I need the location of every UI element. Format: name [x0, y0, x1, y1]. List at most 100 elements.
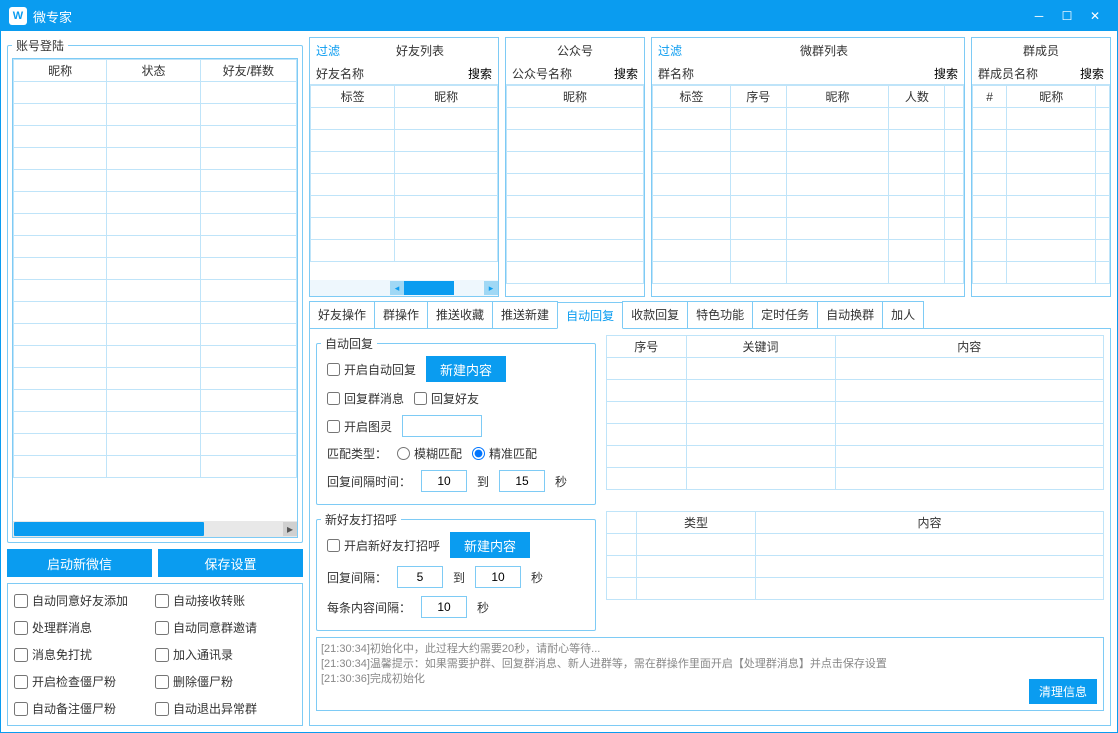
keyword-table-wrap: 序号 关键词 内容: [606, 335, 1104, 505]
accounts-col-nick[interactable]: 昵称: [14, 60, 107, 82]
opt-auto-accept-transfer[interactable]: 自动接收转账: [155, 592, 296, 609]
accounts-col-count[interactable]: 好友/群数: [200, 60, 296, 82]
tab-5[interactable]: 收款回复: [622, 301, 688, 328]
friends-panel: 过滤 好友列表 好友名称 搜索 标签 昵称: [309, 37, 499, 297]
tab-1[interactable]: 群操作: [374, 301, 428, 328]
tab-content: 自动回复 开启自动回复 新建内容 回复群消息 回复好友 开启图灵: [309, 329, 1111, 726]
members-search-link[interactable]: 搜索: [1080, 65, 1104, 82]
greet-each-label: 每条内容间隔：: [327, 599, 411, 616]
official-col-nick[interactable]: 昵称: [507, 86, 644, 108]
reply-group-checkbox[interactable]: 回复群消息: [327, 390, 404, 407]
minimize-button[interactable]: ─: [1025, 6, 1053, 26]
opt-check-zombie[interactable]: 开启检查僵尸粉: [14, 673, 155, 690]
members-col-idx[interactable]: #: [973, 86, 1007, 108]
right-column: 过滤 好友列表 好友名称 搜索 标签 昵称: [309, 37, 1111, 726]
opt-delete-zombie[interactable]: 删除僵尸粉: [155, 673, 296, 690]
groups-col-tag[interactable]: 标签: [653, 86, 731, 108]
friends-col-tag[interactable]: 标签: [311, 86, 395, 108]
friends-name-label: 好友名称: [316, 65, 364, 82]
app-title: 微专家: [33, 7, 1025, 26]
groups-panel: 过滤 微群列表 群名称 搜索 标签 序号 昵称 人数: [651, 37, 965, 297]
maximize-button[interactable]: ☐: [1053, 6, 1081, 26]
close-button[interactable]: ✕: [1081, 6, 1109, 26]
official-name-label: 公众号名称: [512, 65, 572, 82]
friends-col-nick[interactable]: 昵称: [395, 86, 498, 108]
kw-col-content[interactable]: 内容: [835, 336, 1103, 358]
body: 账号登陆 昵称 状态 好友/群数: [1, 31, 1117, 732]
opt-auto-accept-group-invite[interactable]: 自动同意群邀请: [155, 619, 296, 636]
auto-reply-fieldset: 自动回复 开启自动回复 新建内容 回复群消息 回复好友 开启图灵: [316, 335, 596, 505]
greet-section: 新好友打招呼 开启新好友打招呼 新建内容 回复间隔： 到 秒: [316, 511, 1104, 631]
app-window: W 微专家 ─ ☐ ✕ 账号登陆 昵称 状态 好友/群数: [0, 0, 1118, 733]
reply-friend-checkbox[interactable]: 回复好友: [414, 390, 479, 407]
opt-auto-remark-zombie[interactable]: 自动备注僵尸粉: [14, 700, 155, 717]
greet-legend: 新好友打招呼: [321, 511, 401, 528]
friends-filter-link[interactable]: 过滤: [316, 42, 340, 59]
start-wechat-button[interactable]: 启动新微信: [7, 549, 152, 577]
enable-auto-reply-checkbox[interactable]: 开启自动回复: [327, 361, 416, 378]
greet-interval-from-input[interactable]: [397, 566, 443, 588]
scroll-thumb[interactable]: [404, 281, 454, 295]
tab-0[interactable]: 好友操作: [309, 301, 375, 328]
accounts-hscroll[interactable]: ▸: [13, 521, 297, 537]
scroll-thumb[interactable]: [14, 522, 204, 536]
options-panel: 自动同意好友添加 自动接收转账 处理群消息 自动同意群邀请 消息免打扰 加入通讯…: [7, 583, 303, 726]
friends-hscroll[interactable]: ◂ ▸: [310, 280, 498, 296]
opt-process-group-msg[interactable]: 处理群消息: [14, 619, 155, 636]
kw-col-seq[interactable]: 序号: [607, 336, 687, 358]
tabs-container: 好友操作群操作推送收藏推送新建自动回复收款回复特色功能定时任务自动换群加人 自动…: [309, 301, 1111, 726]
tab-8[interactable]: 自动换群: [817, 301, 883, 328]
opt-add-contacts[interactable]: 加入通讯录: [155, 646, 296, 663]
lists-row: 过滤 好友列表 好友名称 搜索 标签 昵称: [309, 37, 1111, 297]
accounts-table-wrap: 昵称 状态 好友/群数 ▸: [12, 58, 298, 538]
enable-greet-checkbox[interactable]: 开启新好友打招呼: [327, 537, 440, 554]
greet-col-type[interactable]: 类型: [636, 512, 755, 534]
groups-filter-link[interactable]: 过滤: [658, 42, 682, 59]
greet-interval-label: 回复间隔：: [327, 569, 387, 586]
tab-3[interactable]: 推送新建: [492, 301, 558, 328]
groups-col-count[interactable]: 人数: [889, 86, 945, 108]
accounts-col-status[interactable]: 状态: [107, 60, 200, 82]
tab-4[interactable]: 自动回复: [557, 302, 623, 329]
auto-reply-section: 自动回复 开启自动回复 新建内容 回复群消息 回复好友 开启图灵: [316, 335, 1104, 505]
new-content-button[interactable]: 新建内容: [426, 356, 506, 382]
accounts-fieldset: 账号登陆 昵称 状态 好友/群数: [7, 37, 303, 543]
groups-search-link[interactable]: 搜索: [934, 65, 958, 82]
opt-auto-accept-friend[interactable]: 自动同意好友添加: [14, 592, 155, 609]
tuling-input[interactable]: [402, 415, 482, 437]
clear-log-button[interactable]: 清理信息: [1029, 679, 1097, 704]
members-name-label: 群成员名称: [978, 65, 1038, 82]
greet-interval-to-input[interactable]: [475, 566, 521, 588]
reply-interval-to-input[interactable]: [499, 470, 545, 492]
members-title: 群成员: [978, 42, 1104, 59]
reply-interval-from-input[interactable]: [421, 470, 467, 492]
enable-tuling-checkbox[interactable]: 开启图灵: [327, 418, 392, 435]
save-settings-button[interactable]: 保存设置: [158, 549, 303, 577]
groups-col-seq[interactable]: 序号: [730, 86, 786, 108]
exact-match-radio[interactable]: 精准匹配: [472, 445, 537, 462]
tab-9[interactable]: 加人: [882, 301, 924, 328]
greet-table-wrap: 类型 内容: [606, 511, 1104, 631]
members-col-nick[interactable]: 昵称: [1007, 86, 1096, 108]
opt-no-disturb[interactable]: 消息免打扰: [14, 646, 155, 663]
keyword-table: 序号 关键词 内容: [606, 335, 1104, 490]
scroll-right-icon[interactable]: ▸: [484, 281, 498, 295]
tab-7[interactable]: 定时任务: [752, 301, 818, 328]
greet-each-input[interactable]: [421, 596, 467, 618]
greet-col-content[interactable]: 内容: [756, 512, 1104, 534]
fuzzy-match-radio[interactable]: 模糊匹配: [397, 445, 462, 462]
greet-new-content-button[interactable]: 新建内容: [450, 532, 530, 558]
groups-col-nick[interactable]: 昵称: [786, 86, 889, 108]
accounts-table: 昵称 状态 好友/群数: [13, 59, 297, 478]
opt-auto-quit-abnormal[interactable]: 自动退出异常群: [155, 700, 296, 717]
kw-col-keyword[interactable]: 关键词: [686, 336, 835, 358]
scroll-right-icon[interactable]: ▸: [283, 522, 297, 536]
scroll-left-icon[interactable]: ◂: [390, 281, 404, 295]
tab-6[interactable]: 特色功能: [687, 301, 753, 328]
friends-search-link[interactable]: 搜索: [468, 65, 492, 82]
titlebar: W 微专家 ─ ☐ ✕: [1, 1, 1117, 31]
official-search-link[interactable]: 搜索: [614, 65, 638, 82]
tab-2[interactable]: 推送收藏: [427, 301, 493, 328]
log-line: [21:30:36]完成初始化: [321, 672, 1099, 687]
greet-table: 类型 内容: [606, 511, 1104, 600]
